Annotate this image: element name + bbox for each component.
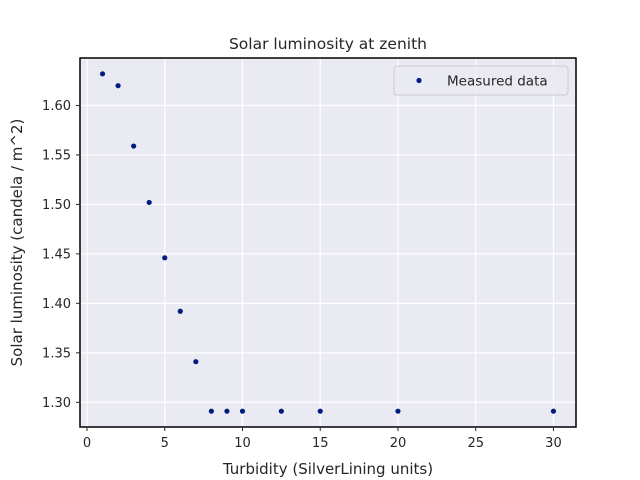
data-points [99,71,557,414]
data-point [99,71,106,77]
x-axis-ticks: 0 5 10 15 20 25 30 [83,427,562,451]
data-point [278,408,284,414]
y-tick-label: 1.55 [42,148,71,163]
data-point [395,408,401,414]
x-axis-label: Turbidity (SilverLining units) [222,460,433,478]
y-axis-label: Solar luminosity (candela / m^2) [8,119,26,367]
grid-lines [80,58,576,427]
y-tick-label: 1.40 [42,297,71,312]
data-point [177,308,183,314]
y-tick-label: 1.50 [42,198,71,213]
data-point [550,408,557,414]
plot-area [80,58,576,427]
data-point [317,408,323,414]
data-point [224,408,230,414]
data-point [131,143,137,149]
y-axis-ticks: 1.30 1.35 1.40 1.45 1.50 1.55 1.60 [42,99,80,411]
legend-entry-label: Measured data [447,74,548,90]
data-point [146,199,152,206]
y-tick-label: 1.35 [42,346,71,361]
y-tick-label: 1.45 [42,247,71,262]
chart-title: Solar luminosity at zenith [229,35,427,53]
data-point [115,83,121,89]
x-tick-label: 0 [83,436,91,451]
x-tick-label: 20 [390,436,407,451]
x-tick-label: 25 [467,436,484,451]
y-tick-label: 1.60 [42,99,71,114]
legend-marker [416,77,422,84]
y-tick-label: 1.30 [42,396,71,411]
data-point [239,408,246,414]
plot-frame [79,57,577,428]
x-tick-label: 15 [312,436,329,451]
x-tick-label: 30 [545,436,562,451]
x-tick-label: 5 [161,436,169,451]
x-tick-label: 10 [234,436,251,451]
legend: Measured data [393,65,569,96]
data-point [208,408,214,414]
legend-box [393,65,569,96]
data-point [162,255,168,261]
data-point [193,359,199,365]
